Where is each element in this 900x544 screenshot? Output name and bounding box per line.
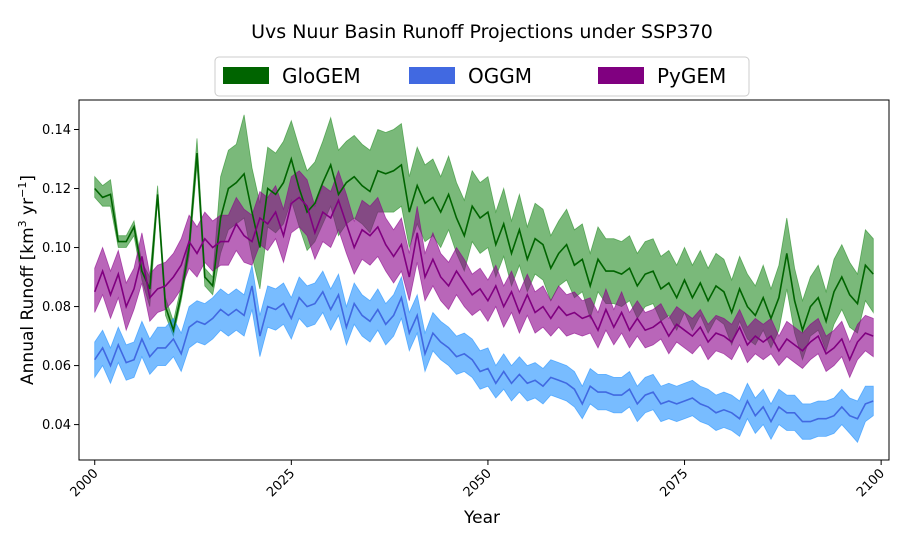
y-axis-label-sup-1: 3	[16, 220, 29, 227]
x-tick-label: 2000	[68, 466, 102, 500]
y-tick-label: 0.08	[42, 300, 71, 315]
plot-area	[93, 114, 874, 444]
legend: GloGEM OGGM PyGEM	[214, 56, 750, 97]
oggm-range-band	[94, 265, 874, 444]
oggm-legend-swatch	[409, 67, 455, 84]
pygem-legend-swatch	[598, 67, 644, 84]
axes-frame	[78, 99, 890, 461]
y-axis-label: Annual Runoff [km3 yr−1]	[16, 175, 38, 385]
x-axis-label: Year	[463, 508, 500, 528]
oggm-mean-line	[94, 285, 874, 424]
y-tick-label: 0.10	[42, 241, 71, 256]
y-axis-label-mid: yr	[18, 198, 38, 220]
pygem-mean-line	[93, 196, 874, 362]
legend-box	[214, 56, 750, 97]
y-tick-label: 0.06	[42, 359, 71, 374]
y-axis-label-end: ]	[18, 175, 38, 182]
x-tick-label: 2050	[461, 466, 495, 500]
y-axis: 0.04 0.06 0.08 0.10 0.12 0.14	[42, 123, 79, 433]
chart-title: Uvs Nuur Basin Runoff Projections under …	[251, 21, 713, 43]
glogem-legend-label: GloGEM	[282, 64, 361, 88]
x-tick-label: 2025	[264, 466, 298, 500]
glogem-mean-line	[94, 153, 874, 334]
pygem-legend-label: PyGEM	[657, 64, 726, 88]
x-tick-label: 2100	[854, 466, 888, 500]
y-axis-label-sup-2: −1	[16, 182, 29, 198]
y-tick-label: 0.12	[42, 182, 71, 197]
glogem-legend-swatch	[223, 67, 269, 84]
x-tick-label: 2075	[657, 466, 691, 500]
y-axis-label-main: Annual Runoff [km	[18, 227, 38, 385]
x-axis: 2000 2025 2050 2075 2100	[68, 460, 888, 500]
oggm-legend-label: OGGM	[468, 64, 532, 88]
y-tick-label: 0.04	[42, 418, 71, 433]
y-tick-label: 0.14	[42, 123, 71, 138]
